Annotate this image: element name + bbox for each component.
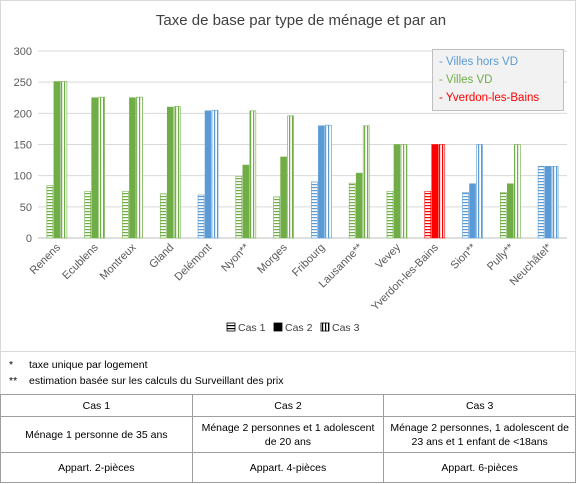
footnote-2-mark: ** [9, 375, 18, 387]
bar-cas2-13 [544, 166, 552, 239]
household-3: Ménage 2 personnes, 1 adolescent de 23 a… [383, 416, 576, 453]
footnote-1: * taxe unique par logement [9, 359, 148, 371]
legend-label: Cas 1 [238, 322, 266, 334]
bar-cas2-8 [355, 172, 363, 239]
bar-cas1-0 [46, 185, 54, 239]
group-legend-vd: - Villes VD [439, 74, 493, 86]
y-tick-label: 50 [20, 202, 32, 214]
cases-header-row: Cas 1 Cas 2 Cas 3 [0, 394, 576, 417]
legend-label: Cas 3 [332, 322, 360, 334]
x-tick-label: Sion** [449, 241, 480, 272]
bar-cas2-10 [431, 144, 439, 239]
y-tick-label: 200 [14, 108, 32, 120]
group-legend: - Villes hors VD - Villes VD - Yverdon-l… [432, 49, 564, 111]
y-tick-label: 250 [14, 77, 32, 89]
bar-cas1-13 [537, 166, 545, 239]
bar-cas1-6 [273, 196, 280, 239]
bar-cas3-12 [514, 144, 521, 239]
x-tick-label: Vevey [373, 241, 403, 271]
footnote-2-text: estimation basée sur les calculs du Surv… [29, 375, 284, 387]
bar-cas3-13 [551, 166, 559, 239]
bar-cas1-11 [462, 192, 469, 239]
x-tick-label: Gland [147, 242, 176, 271]
legend-swatch [320, 322, 330, 332]
x-tick-label: Neuchâtel* [508, 241, 555, 288]
bar-cas3-2 [136, 96, 143, 239]
bar-cas3-9 [400, 144, 408, 239]
x-tick-label: Montreux [98, 241, 139, 282]
footnote-1-mark: * [9, 359, 14, 371]
y-tick-label: 300 [14, 46, 32, 58]
dwelling-3: Appart. 6-pièces [383, 452, 576, 483]
bar-cas3-11 [476, 144, 483, 239]
footnote-2: ** estimation basée sur les calculs du Su… [9, 375, 283, 387]
bar-cas3-1 [98, 96, 105, 239]
bar-cas2-4 [204, 110, 212, 239]
bar-cas3-8 [362, 125, 370, 239]
bar-cas2-12 [507, 183, 514, 239]
bar-chart: Taxe de base par type de ménage et par a… [14, 12, 567, 334]
bar-cas3-7 [325, 124, 332, 239]
case-header-1: Cas 1 [0, 394, 193, 417]
bar-cas1-12 [500, 192, 507, 239]
bar-cas1-3 [159, 193, 167, 239]
bar-cas2-7 [318, 125, 325, 239]
bar-cas3-10 [438, 144, 446, 239]
bar-cas2-11 [469, 183, 476, 239]
dwelling-row: Appart. 2-pièces Appart. 4-pièces Appart… [0, 452, 576, 483]
group-legend-hors: - Villes hors VD [439, 56, 519, 68]
bar-cas3-6 [287, 115, 294, 239]
footnotes: * taxe unique par logement ** estimation b… [0, 352, 576, 394]
legend-swatch [226, 322, 236, 332]
chart-title: Taxe de base par type de ménage et par a… [156, 12, 446, 29]
bar-cas1-1 [84, 190, 91, 239]
y-tick-label: 0 [26, 233, 32, 245]
bar-cas2-5 [242, 164, 250, 239]
bar-cas3-3 [173, 106, 181, 239]
y-tick-label: 100 [14, 171, 32, 183]
household-row: Ménage 1 personne de 35 ans Ménage 2 per… [0, 416, 576, 453]
bar-cas2-0 [53, 81, 61, 239]
legend-label: Cas 2 [285, 322, 313, 334]
x-tick-label: Nyon** [219, 241, 252, 274]
bar-cas1-2 [122, 190, 129, 239]
legend-swatch [273, 322, 283, 332]
bar-cas3-5 [249, 110, 257, 239]
chart-area: Taxe de base par type de ménage et par a… [0, 0, 576, 352]
bar-cas1-4 [197, 194, 205, 239]
bar-cas2-3 [166, 106, 174, 239]
bar-cas1-7 [311, 181, 318, 239]
bar-cas3-4 [211, 109, 219, 239]
bar-cas1-10 [424, 190, 432, 239]
x-tick-label: Morges [255, 241, 290, 276]
bar-cas1-5 [235, 175, 243, 239]
bar-cas1-9 [386, 190, 394, 239]
x-tick-label: Ecublens [60, 241, 101, 282]
dwelling-1: Appart. 2-pièces [0, 452, 193, 483]
household-2: Ménage 2 personnes et 1 adolescent de 20… [191, 416, 385, 453]
y-tick-label: 150 [14, 140, 32, 152]
bar-cas1-8 [348, 182, 356, 239]
bar-cas2-9 [393, 144, 401, 239]
dwelling-2: Appart. 4-pièces [191, 452, 385, 483]
bar-cas3-0 [60, 81, 68, 239]
group-legend-yverdon: - Yverdon-les-Bains [439, 92, 540, 104]
case-header-3: Cas 3 [383, 394, 576, 417]
x-tick-label: Renens [28, 241, 64, 277]
x-tick-label: Pully** [485, 241, 517, 273]
bar-cas2-6 [280, 156, 287, 239]
cases-table: Cas 1 Cas 2 Cas 3 Ménage 1 personne de 3… [0, 394, 576, 483]
x-tick-label: Yverdon-les-Bains [369, 241, 441, 313]
case-header-2: Cas 2 [191, 394, 385, 417]
household-1: Ménage 1 personne de 35 ans [0, 416, 193, 453]
footnote-1-text: taxe unique par logement [29, 359, 148, 371]
x-tick-label: Delémont [172, 242, 214, 284]
bar-cas2-2 [129, 97, 136, 239]
bar-cas2-1 [91, 97, 98, 239]
x-tick-label: Fribourg [290, 242, 327, 279]
